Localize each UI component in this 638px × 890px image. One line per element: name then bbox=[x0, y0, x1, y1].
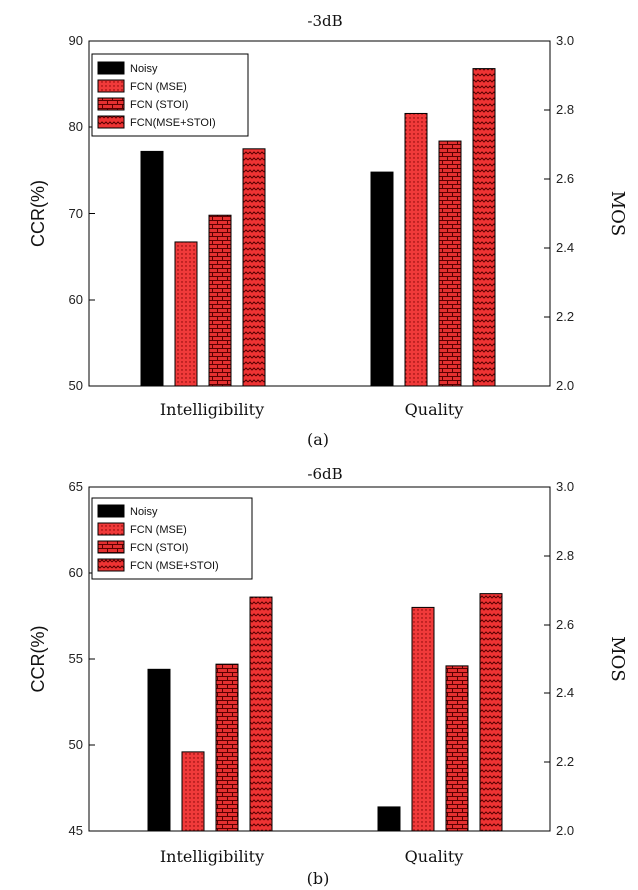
bar-fcn-stoi-intelligibility bbox=[215, 663, 239, 832]
legend-swatch bbox=[97, 522, 125, 536]
y-left-tick-label: 50 bbox=[69, 378, 83, 393]
legend-label: Noisy bbox=[130, 506, 158, 518]
category-label: Intelligibility bbox=[160, 400, 264, 419]
left-axis-ticks: 50 60 70 80 90 bbox=[69, 33, 95, 393]
chart-panel-b: -6dB 45 50 55 60 65 2.0 2.2 2.4 2.6 2.8 bbox=[28, 465, 628, 888]
panel-caption: (a) bbox=[307, 430, 329, 449]
category-label: Quality bbox=[405, 847, 464, 866]
bar-group bbox=[147, 593, 503, 832]
y-right-tick-label: 2.0 bbox=[556, 378, 574, 393]
y-right-axis-title: MOS bbox=[607, 636, 628, 682]
right-axis-ticks: 2.0 2.2 2.4 2.6 2.8 3.0 bbox=[544, 479, 574, 838]
legend-label: Noisy bbox=[130, 63, 158, 75]
legend-swatch bbox=[97, 504, 125, 518]
bar-fcn-mse-intelligibility bbox=[174, 241, 198, 387]
y-right-tick-label: 2.6 bbox=[556, 617, 574, 632]
y-left-tick-label: 50 bbox=[69, 737, 83, 752]
bar-group bbox=[140, 68, 496, 387]
category-label: Quality bbox=[405, 400, 464, 419]
y-left-tick-label: 90 bbox=[69, 33, 83, 48]
y-right-tick-label: 2.8 bbox=[556, 102, 574, 117]
bar-noisy-intelligibility bbox=[140, 150, 164, 387]
legend-label: FCN (STOI) bbox=[130, 542, 188, 554]
chart-panel-a: -3dB 50 60 70 80 90 2.0 2.2 2.4 2.6 2.8 bbox=[28, 12, 628, 449]
legend-label: FCN (MSE) bbox=[130, 81, 187, 93]
legend-swatch bbox=[97, 79, 125, 93]
y-right-axis-title: MOS bbox=[607, 191, 628, 237]
chart-title: -3dB bbox=[307, 12, 342, 30]
y-right-tick-label: 3.0 bbox=[556, 33, 574, 48]
left-axis-ticks: 45 50 55 60 65 bbox=[69, 479, 95, 838]
legend-swatch bbox=[97, 558, 125, 572]
y-left-tick-label: 80 bbox=[69, 119, 83, 134]
y-left-tick-label: 65 bbox=[69, 479, 83, 494]
category-label: Intelligibility bbox=[160, 847, 264, 866]
bar-fcn-mse-quality bbox=[411, 606, 435, 832]
legend-swatch bbox=[97, 97, 125, 111]
bar-noisy-quality bbox=[377, 806, 401, 832]
y-left-tick-label: 45 bbox=[69, 823, 83, 838]
bar-fcn-stoi-quality bbox=[438, 140, 462, 387]
bar-noisy-quality bbox=[370, 171, 394, 387]
y-right-tick-label: 2.4 bbox=[556, 685, 574, 700]
right-axis-ticks: 2.0 2.2 2.4 2.6 2.8 3.0 bbox=[544, 33, 574, 393]
y-left-tick-label: 55 bbox=[69, 651, 83, 666]
bar-fcn-mse-stoi-quality bbox=[472, 68, 496, 387]
y-left-tick-label: 70 bbox=[69, 206, 83, 221]
legend-label: FCN (MSE+STOI) bbox=[130, 560, 219, 572]
legend: Noisy FCN (MSE) FCN (STOI) FCN(MSE+STOI) bbox=[91, 53, 249, 137]
bar-fcn-stoi-intelligibility bbox=[208, 214, 232, 387]
y-right-tick-label: 3.0 bbox=[556, 479, 574, 494]
chart-title: -6dB bbox=[307, 465, 342, 483]
bar-fcn-mse-stoi-quality bbox=[479, 593, 503, 832]
bar-fcn-mse-stoi-intelligibility bbox=[242, 148, 266, 387]
y-left-tick-label: 60 bbox=[69, 565, 83, 580]
y-left-tick-label: 60 bbox=[69, 292, 83, 307]
legend-swatch bbox=[97, 61, 125, 75]
bar-fcn-mse-intelligibility bbox=[181, 751, 205, 832]
panel-caption: (b) bbox=[307, 869, 330, 888]
bar-fcn-mse-quality bbox=[404, 112, 428, 387]
legend-swatch bbox=[97, 540, 125, 554]
legend-label: FCN (MSE) bbox=[130, 524, 187, 536]
y-right-tick-label: 2.4 bbox=[556, 240, 574, 255]
legend-label: FCN (STOI) bbox=[130, 99, 188, 111]
bar-fcn-mse-stoi-intelligibility bbox=[249, 596, 273, 832]
legend-label: FCN(MSE+STOI) bbox=[130, 117, 216, 129]
y-right-tick-label: 2.2 bbox=[556, 754, 574, 769]
y-right-tick-label: 2.8 bbox=[556, 548, 574, 563]
legend-swatch bbox=[97, 115, 125, 129]
y-left-axis-title: CCR(%) bbox=[28, 180, 48, 247]
legend: Noisy FCN (MSE) FCN (STOI) FCN (MSE+STOI… bbox=[91, 497, 253, 580]
y-right-tick-label: 2.0 bbox=[556, 823, 574, 838]
y-right-tick-label: 2.2 bbox=[556, 309, 574, 324]
bar-fcn-stoi-quality bbox=[445, 665, 469, 832]
y-right-tick-label: 2.6 bbox=[556, 171, 574, 186]
bar-noisy-intelligibility bbox=[147, 668, 171, 832]
y-left-axis-title: CCR(%) bbox=[28, 626, 48, 693]
